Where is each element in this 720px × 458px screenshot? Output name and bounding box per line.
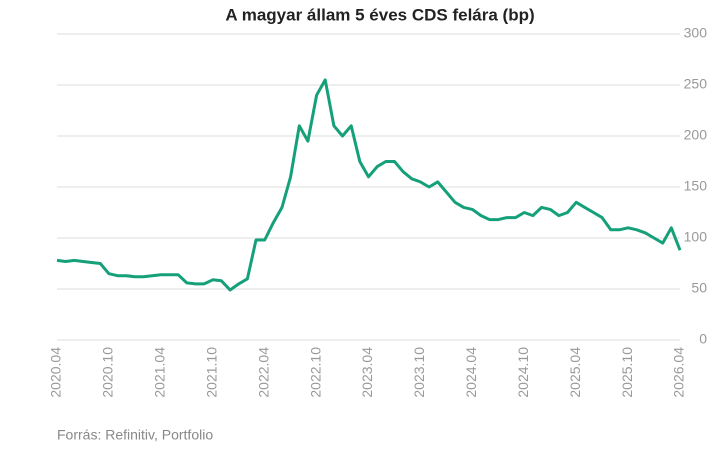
y-tick-label: 300 <box>684 25 708 41</box>
chart-title: A magyar állam 5 éves CDS felára (bp) <box>225 5 534 24</box>
line <box>56 78 682 292</box>
x-tick-label: 2021.10 <box>203 347 219 398</box>
x-tick-label: 2025.10 <box>619 347 635 398</box>
x-tick-label: 2022.04 <box>255 347 271 398</box>
y-tick-label: 250 <box>684 76 708 92</box>
y-tick-label: 100 <box>684 229 708 245</box>
x-tick-label: 2024.10 <box>515 347 531 398</box>
x-tick-label: 2021.04 <box>152 347 168 398</box>
source: Forrás: Refinitiv, Portfolio <box>57 427 213 443</box>
x-tick-label: 2023.10 <box>411 347 427 398</box>
x-tick-label: 2025.04 <box>567 347 583 398</box>
x-tick-label: 2020.10 <box>100 347 116 398</box>
y-tick-label: 200 <box>684 127 708 143</box>
y-tick-label: 50 <box>691 280 707 296</box>
x-tick-label: 2024.04 <box>463 347 479 398</box>
y-tick-label: 150 <box>684 178 708 194</box>
x-tick-label: 2020.04 <box>48 347 64 398</box>
x-tick-label: 2022.10 <box>307 347 323 398</box>
x-tick-label: 2026.04 <box>671 347 687 398</box>
y-tick-label: 0 <box>699 331 707 347</box>
x-tick-label: 2023.04 <box>359 347 375 398</box>
